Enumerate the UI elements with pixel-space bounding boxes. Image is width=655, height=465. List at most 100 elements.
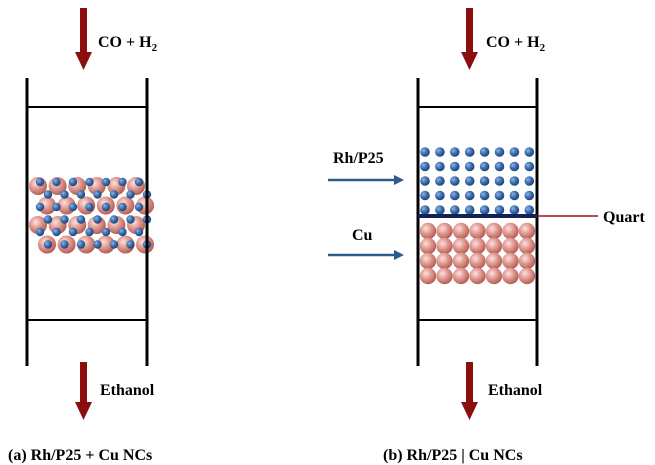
rh-particle: [479, 147, 490, 157]
rh-particle: [85, 177, 94, 187]
rh-particle: [450, 190, 460, 201]
rh-particle: [450, 205, 460, 215]
reactor-a: [25, 78, 149, 366]
rh-particle: [126, 215, 135, 224]
rh-particle: [52, 227, 61, 237]
rh-particle: [134, 202, 144, 212]
cu-particle: [469, 267, 486, 285]
bed-label: Rh/P25: [333, 150, 384, 167]
rh-particle: [479, 205, 490, 215]
feed-label: CO + H2: [98, 34, 158, 54]
rh-particle: [93, 190, 102, 199]
rh-particle: [109, 240, 119, 249]
rh-particle: [524, 147, 535, 157]
inlet-arrows: [328, 175, 404, 260]
cu-particle: [502, 267, 519, 285]
rh-particle: [85, 202, 94, 212]
cu-particle: [452, 252, 470, 270]
cu-particle: [502, 222, 519, 240]
rh-particle: [134, 177, 144, 187]
rh-particle: [134, 227, 144, 237]
rh-particle: [435, 205, 445, 215]
rh-particle: [420, 176, 430, 186]
cu-particle: [436, 237, 453, 255]
rh-particle: [76, 190, 86, 199]
rh-particle: [479, 176, 490, 186]
rh-particle: [464, 205, 475, 215]
rh-particle: [509, 147, 520, 157]
separator-label: Quart: [603, 209, 645, 226]
rh-particle: [85, 227, 94, 237]
rh-particle: [494, 161, 505, 172]
rh-particle: [68, 177, 78, 187]
cu-particle: [77, 235, 96, 254]
reactor-b: [416, 78, 539, 366]
rh-particle: [68, 227, 78, 237]
cu-particle: [419, 252, 437, 270]
rh-particle: [524, 176, 535, 186]
rh-particle: [435, 147, 445, 157]
cu-particle: [485, 252, 503, 270]
rh-particle: [109, 215, 119, 224]
cu-particle: [518, 222, 536, 240]
rh-particle: [494, 176, 505, 186]
cu-particle: [518, 267, 536, 285]
rh-particle: [450, 176, 460, 186]
stacked-bed: [419, 147, 536, 285]
rh-particle: [93, 240, 102, 249]
cu-particle: [452, 237, 470, 255]
rh-particle: [52, 177, 61, 187]
rh-particle: [509, 176, 520, 186]
cu-particle: [96, 235, 115, 254]
rh-particle: [509, 190, 520, 201]
rh-particle: [464, 176, 475, 186]
cu-particle: [419, 237, 437, 255]
cu-particle: [485, 267, 503, 285]
cu-particle: [419, 222, 437, 240]
cu-particle: [469, 237, 486, 255]
product-label: Ethanol: [100, 382, 155, 399]
rh-particle: [118, 202, 127, 212]
cu-particle: [502, 252, 519, 270]
rh-particle: [109, 190, 119, 199]
rh-particle: [93, 215, 102, 224]
rh-particle: [464, 147, 475, 157]
cu-particle: [452, 222, 470, 240]
cu-particle: [116, 235, 135, 254]
cu-particle: [469, 252, 486, 270]
rh-particle: [52, 202, 61, 212]
rh-particle: [524, 161, 535, 172]
rh-particle: [60, 240, 69, 249]
rh-particle: [509, 205, 520, 215]
rh-particle: [420, 205, 430, 215]
rh-particle: [509, 161, 520, 172]
cu-particle: [518, 237, 536, 255]
rh-particle: [524, 190, 535, 201]
rh-particle: [494, 205, 505, 215]
bed-label: Cu: [352, 227, 373, 244]
rh-particle: [101, 177, 111, 187]
rh-particle: [126, 190, 135, 199]
rh-particle: [118, 177, 127, 187]
flow-arrows: [75, 8, 478, 420]
rh-particle: [118, 227, 127, 237]
cu-particle: [436, 222, 453, 240]
mixed-bed: [29, 177, 154, 254]
rh-particle: [35, 177, 45, 187]
cu-particle: [436, 252, 453, 270]
rh-particle: [76, 240, 86, 249]
rh-particle: [524, 205, 535, 215]
rh-particle: [494, 190, 505, 201]
rh-particle: [420, 190, 430, 201]
rh-particle: [464, 161, 475, 172]
rh-particle: [479, 161, 490, 172]
cu-particle: [518, 252, 536, 270]
rh-particle: [60, 190, 69, 199]
rh-particle: [101, 227, 111, 237]
rh-particle: [435, 176, 445, 186]
rh-particle: [35, 227, 45, 237]
rh-particle: [435, 161, 445, 172]
rh-particle: [420, 147, 430, 157]
cu-particle: [502, 237, 519, 255]
